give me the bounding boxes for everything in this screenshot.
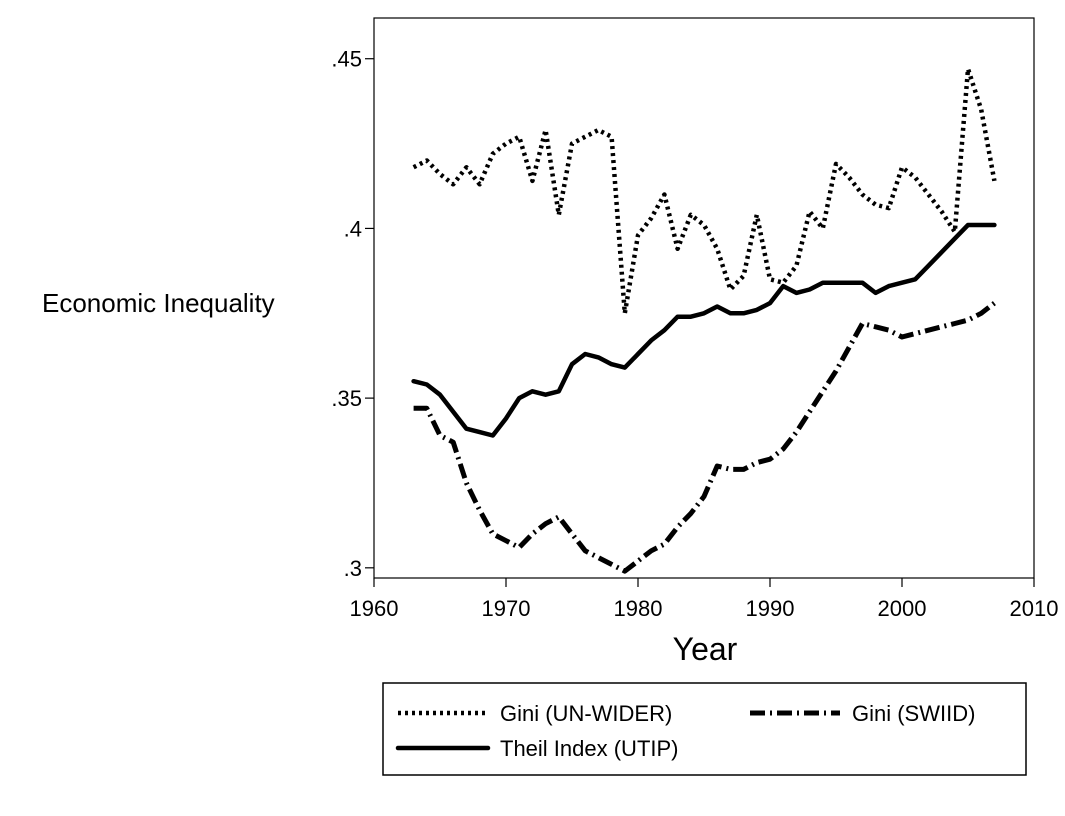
plot-frame: [373, 17, 1035, 579]
x-tick-label: 2010: [1010, 596, 1059, 621]
x-axis-title: Year: [673, 631, 738, 667]
x-tick-label: 1990: [746, 596, 795, 621]
y-tick-label: .3: [344, 556, 362, 581]
y-tick-label: .45: [331, 47, 362, 72]
x-tick-label: 1970: [482, 596, 531, 621]
legend-label: Theil Index (UTIP): [500, 736, 679, 761]
legend-label: Gini (UN-WIDER): [500, 701, 672, 726]
legend-frame: [382, 682, 1027, 776]
series-layer: [411, 66, 997, 574]
series-line-gini-un-wider: [412, 66, 997, 316]
x-axis: 1960 1970 1980 1990 2000 2010: [350, 578, 1059, 621]
y-tick-label: .4: [344, 216, 362, 241]
legend-items: Gini (UN-WIDER) Theil Index (UTIP) Gini (S…: [395, 701, 975, 761]
series-line-theil-index-utip: [411, 222, 997, 438]
plot-area: [373, 17, 1035, 579]
legend-label: Gini (SWIID): [852, 701, 975, 726]
x-tick-label: 1960: [350, 596, 399, 621]
x-tick-label: 2000: [878, 596, 927, 621]
series-line-gini-swiid: [413, 301, 996, 574]
y-axis: .3 .35 .4 .45: [331, 47, 374, 581]
x-tick-label: 1980: [614, 596, 663, 621]
y-axis-title: Economic Inequality: [42, 288, 275, 318]
y-tick-label: .35: [331, 386, 362, 411]
legend: Gini (UN-WIDER) Theil Index (UTIP) Gini (S…: [382, 682, 1027, 776]
